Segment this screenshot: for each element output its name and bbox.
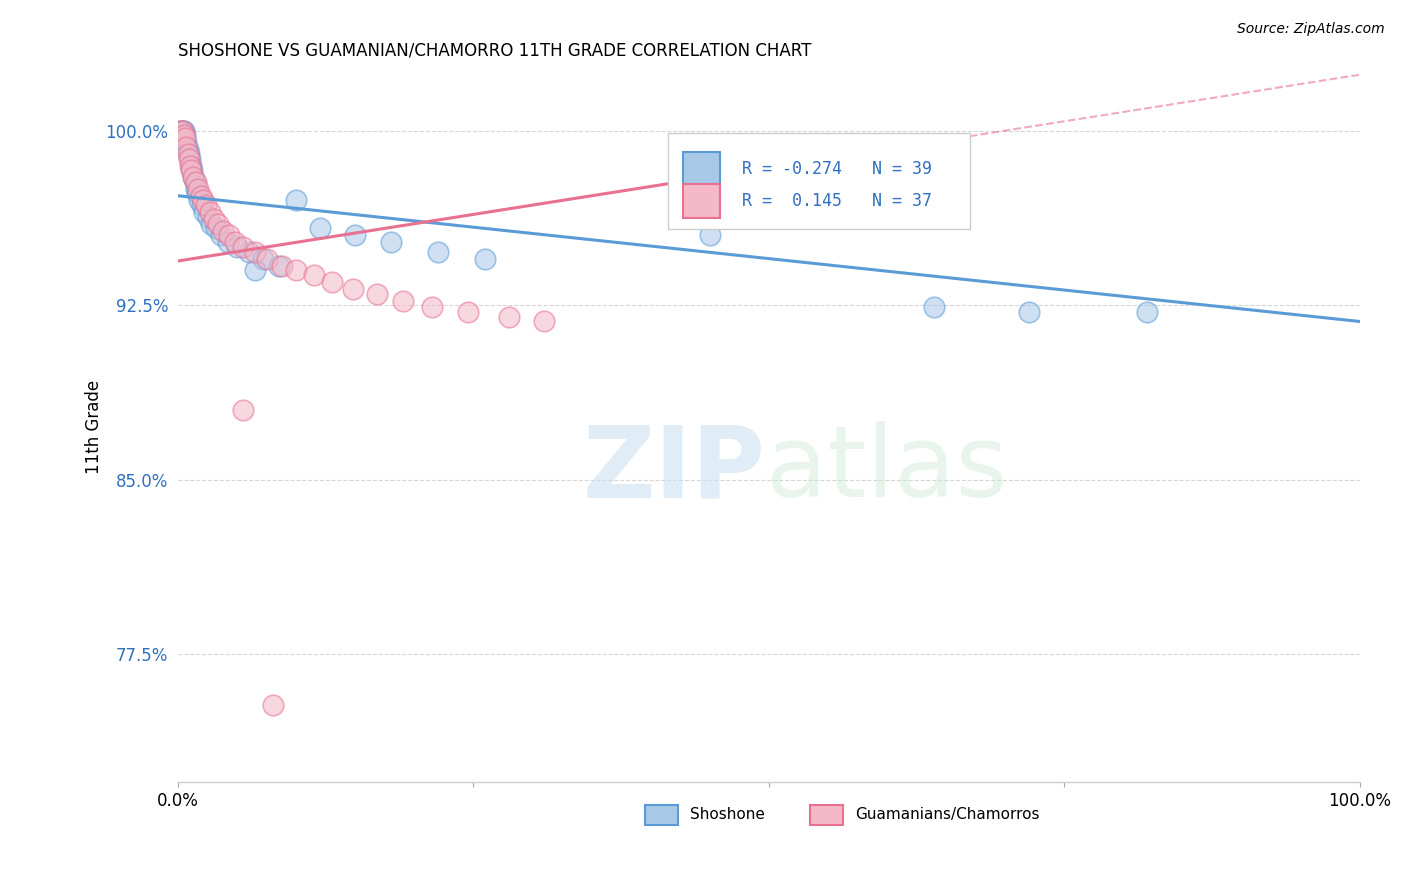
Point bbox=[262, 698, 284, 713]
Point bbox=[285, 194, 308, 208]
Point bbox=[391, 293, 413, 308]
Text: atlas: atlas bbox=[766, 421, 1008, 518]
Point bbox=[267, 259, 290, 273]
Text: ZIP: ZIP bbox=[583, 421, 766, 518]
Point bbox=[198, 205, 221, 219]
Point bbox=[457, 305, 479, 319]
Point bbox=[1136, 305, 1159, 319]
Point bbox=[238, 244, 260, 259]
Point bbox=[243, 263, 266, 277]
Point bbox=[173, 128, 195, 143]
Point bbox=[172, 123, 194, 137]
Y-axis label: 11th Grade: 11th Grade bbox=[86, 380, 103, 475]
Point bbox=[922, 301, 945, 315]
Point bbox=[183, 170, 205, 185]
Point bbox=[218, 228, 240, 243]
Point bbox=[172, 123, 194, 137]
Point bbox=[179, 152, 201, 166]
FancyBboxPatch shape bbox=[810, 805, 844, 825]
Point bbox=[173, 123, 195, 137]
Point bbox=[226, 240, 249, 254]
Point bbox=[232, 240, 254, 254]
Point bbox=[420, 301, 443, 315]
Point bbox=[344, 228, 367, 243]
FancyBboxPatch shape bbox=[682, 152, 720, 186]
Point bbox=[243, 244, 266, 259]
FancyBboxPatch shape bbox=[645, 805, 678, 825]
Point bbox=[202, 212, 225, 227]
Point bbox=[200, 217, 222, 231]
Point bbox=[498, 310, 520, 324]
Point bbox=[427, 244, 450, 259]
Point bbox=[209, 228, 232, 243]
Point bbox=[309, 221, 332, 235]
Point bbox=[321, 275, 343, 289]
Point bbox=[176, 135, 198, 149]
Point bbox=[217, 235, 239, 250]
Point bbox=[179, 159, 201, 173]
Point bbox=[699, 228, 721, 243]
Point bbox=[169, 123, 191, 137]
Point bbox=[205, 221, 228, 235]
Point bbox=[181, 163, 204, 178]
Point bbox=[180, 163, 202, 178]
FancyBboxPatch shape bbox=[668, 133, 970, 228]
Point bbox=[474, 252, 496, 266]
Point bbox=[183, 170, 205, 185]
Point bbox=[187, 182, 209, 196]
Point bbox=[224, 235, 246, 250]
Point bbox=[190, 198, 212, 212]
Point bbox=[252, 252, 274, 266]
Point bbox=[342, 282, 364, 296]
Point bbox=[1018, 305, 1040, 319]
Point bbox=[366, 286, 388, 301]
Point bbox=[176, 142, 198, 156]
Text: R =  0.145   N = 37: R = 0.145 N = 37 bbox=[741, 192, 932, 210]
Point bbox=[207, 217, 229, 231]
Point bbox=[191, 194, 214, 208]
Point bbox=[176, 147, 198, 161]
Text: Source: ZipAtlas.com: Source: ZipAtlas.com bbox=[1237, 22, 1385, 37]
Point bbox=[193, 205, 215, 219]
Point bbox=[180, 159, 202, 173]
Point bbox=[197, 210, 219, 224]
Point bbox=[302, 268, 325, 282]
Point bbox=[188, 194, 211, 208]
Point bbox=[232, 403, 254, 417]
Point bbox=[195, 198, 218, 212]
Point bbox=[170, 123, 193, 137]
Point bbox=[184, 182, 207, 196]
Point bbox=[256, 252, 278, 266]
Point bbox=[176, 140, 198, 154]
Point bbox=[174, 128, 197, 143]
Point bbox=[173, 135, 195, 149]
Point bbox=[380, 235, 402, 250]
Text: Guamanians/Chamorros: Guamanians/Chamorros bbox=[855, 806, 1039, 822]
Point bbox=[169, 123, 191, 137]
Point bbox=[285, 263, 308, 277]
Point bbox=[177, 147, 200, 161]
Text: Shoshone: Shoshone bbox=[690, 806, 765, 822]
FancyBboxPatch shape bbox=[682, 184, 720, 218]
Point bbox=[212, 224, 235, 238]
Point bbox=[533, 314, 555, 328]
Point bbox=[190, 188, 212, 202]
Point bbox=[177, 152, 200, 166]
Point bbox=[271, 259, 294, 273]
Text: SHOSHONE VS GUAMANIAN/CHAMORRO 11TH GRADE CORRELATION CHART: SHOSHONE VS GUAMANIAN/CHAMORRO 11TH GRAD… bbox=[179, 42, 811, 60]
Point bbox=[183, 175, 205, 189]
Point bbox=[186, 186, 208, 201]
Point bbox=[184, 175, 207, 189]
Text: R = -0.274   N = 39: R = -0.274 N = 39 bbox=[741, 160, 932, 178]
Point bbox=[174, 130, 197, 145]
